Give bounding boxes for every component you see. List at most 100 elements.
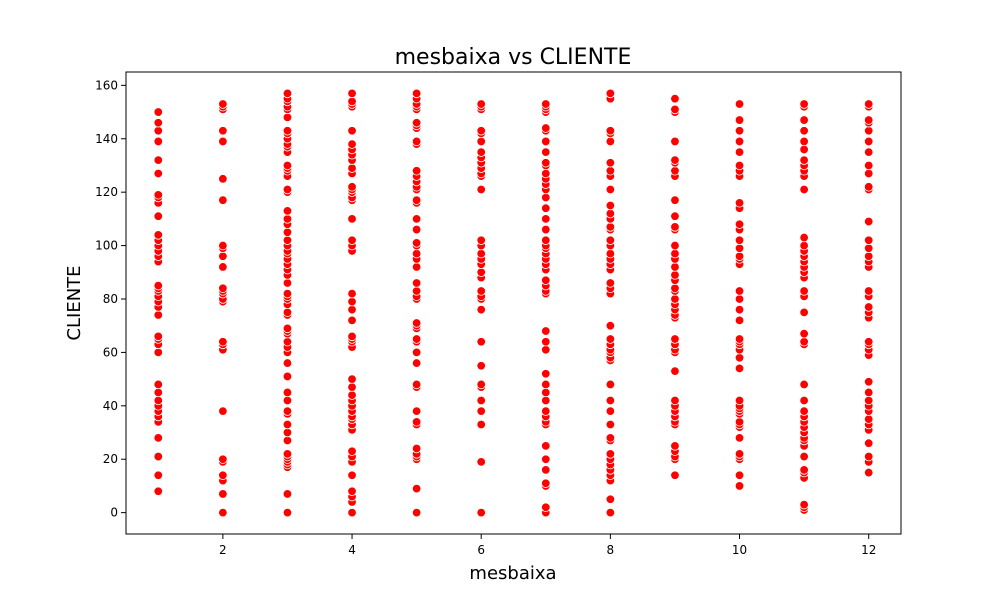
data-point <box>541 203 551 213</box>
data-point <box>605 158 616 168</box>
data-point <box>282 406 293 416</box>
data-point <box>799 307 809 318</box>
data-point <box>799 155 809 165</box>
data-point <box>476 126 486 136</box>
data-point <box>605 235 616 245</box>
data-point <box>734 304 745 315</box>
data-point <box>605 200 616 211</box>
data-point <box>734 334 745 344</box>
data-point <box>347 182 357 192</box>
data-point <box>605 406 616 416</box>
data-point <box>799 136 809 147</box>
data-point <box>799 99 809 109</box>
data-point <box>605 379 616 390</box>
data-point <box>153 395 163 406</box>
data-point <box>282 358 293 368</box>
x-tick-label: 4 <box>348 543 356 557</box>
data-point <box>282 449 293 459</box>
data-point <box>541 345 551 355</box>
data-point <box>670 240 680 251</box>
data-point <box>734 449 745 459</box>
data-point <box>282 184 293 195</box>
data-point <box>347 288 357 299</box>
data-point <box>605 433 616 443</box>
data-point <box>411 262 422 272</box>
data-point <box>541 478 551 488</box>
data-point <box>864 302 874 312</box>
data-point <box>605 166 616 176</box>
data-point <box>605 449 616 459</box>
data-point <box>411 483 422 494</box>
data-point <box>282 88 293 99</box>
data-point <box>347 470 357 480</box>
data-point <box>347 374 357 384</box>
data-point <box>541 337 551 347</box>
data-point <box>864 115 874 125</box>
data-point <box>411 118 422 128</box>
data-point <box>153 486 163 496</box>
data-point <box>218 470 228 480</box>
data-point <box>411 286 422 296</box>
data-point <box>734 99 745 109</box>
data-point <box>347 507 357 518</box>
data-point <box>153 379 163 390</box>
data-point <box>411 358 422 368</box>
data-point <box>282 337 293 347</box>
data-point <box>282 419 293 430</box>
data-point <box>282 489 293 499</box>
data-point <box>864 160 874 171</box>
data-point <box>799 329 809 339</box>
data-point <box>864 414 874 424</box>
data-point <box>218 240 228 251</box>
data-point <box>541 147 551 157</box>
data-point <box>605 395 616 406</box>
data-point <box>541 369 551 379</box>
data-point <box>411 379 422 390</box>
data-point <box>282 435 293 446</box>
data-point <box>799 499 809 510</box>
data-point <box>864 251 874 261</box>
data-point <box>218 262 228 272</box>
data-point <box>218 251 228 261</box>
data-point <box>670 262 680 272</box>
y-tick-label: 40 <box>103 399 118 413</box>
data-point <box>347 126 357 136</box>
data-point <box>541 454 551 464</box>
data-point <box>282 112 293 123</box>
data-point <box>218 99 228 109</box>
data-point <box>670 94 680 104</box>
data-point <box>734 315 745 326</box>
data-point <box>541 502 551 512</box>
data-point <box>476 235 486 245</box>
data-point <box>282 160 293 171</box>
data-point <box>153 118 163 128</box>
data-point <box>218 454 228 464</box>
data-point <box>153 190 163 200</box>
y-tick-label: 120 <box>95 185 118 199</box>
data-point <box>799 232 809 243</box>
data-point <box>799 286 809 296</box>
data-point <box>153 451 163 462</box>
data-point <box>799 465 809 475</box>
y-tick-label: 60 <box>103 345 118 359</box>
chart-title: mesbaixa vs CLIENTE <box>395 45 632 70</box>
data-point <box>670 470 680 480</box>
data-point <box>282 307 293 318</box>
y-tick-label: 140 <box>95 132 118 146</box>
data-point <box>605 136 616 147</box>
data-point <box>218 126 228 136</box>
data-point <box>153 347 163 358</box>
data-point <box>670 155 680 165</box>
data-point <box>670 211 680 221</box>
data-point <box>864 168 874 179</box>
data-point <box>864 438 874 448</box>
data-point <box>476 99 486 109</box>
data-point <box>605 507 616 518</box>
data-point <box>218 195 228 205</box>
data-point <box>282 278 293 288</box>
data-point <box>411 318 422 328</box>
plot-area <box>153 88 874 518</box>
data-point <box>282 227 293 237</box>
data-point <box>864 467 874 478</box>
data-point <box>605 126 616 136</box>
